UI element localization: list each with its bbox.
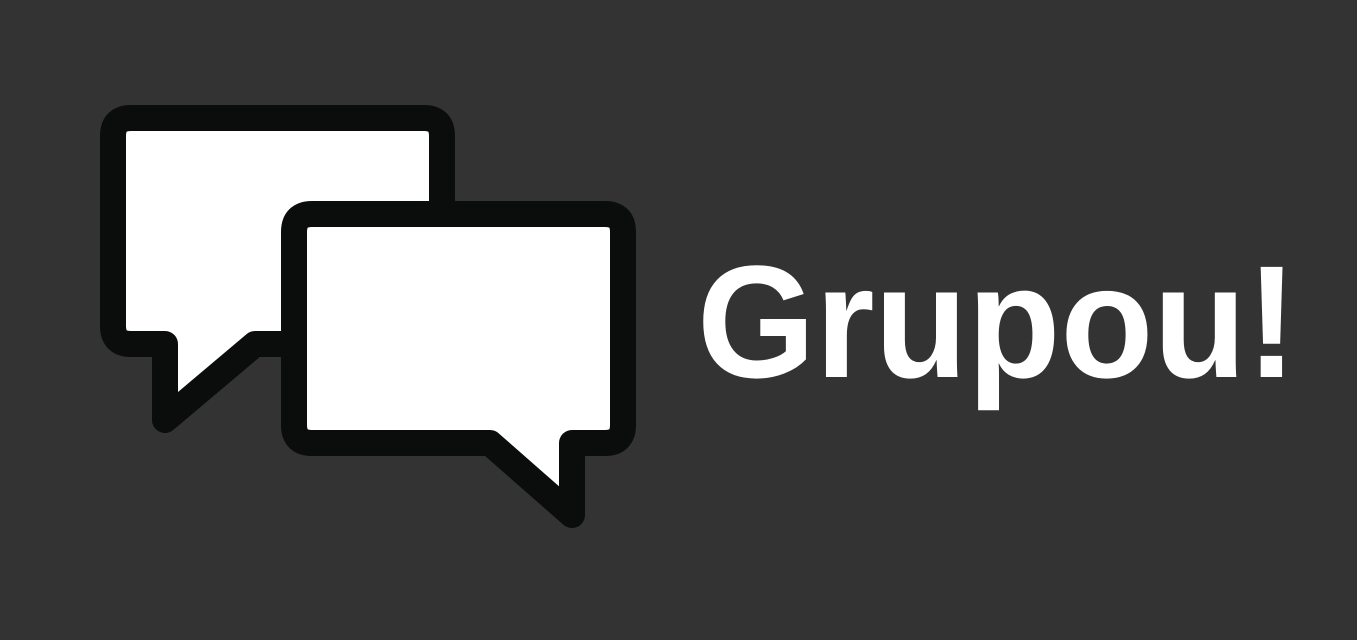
chat-icon	[100, 105, 636, 528]
speech-bubble-back	[100, 105, 455, 433]
speech-bubble-front	[281, 201, 636, 528]
brand-name: Grupou!	[697, 232, 1297, 411]
